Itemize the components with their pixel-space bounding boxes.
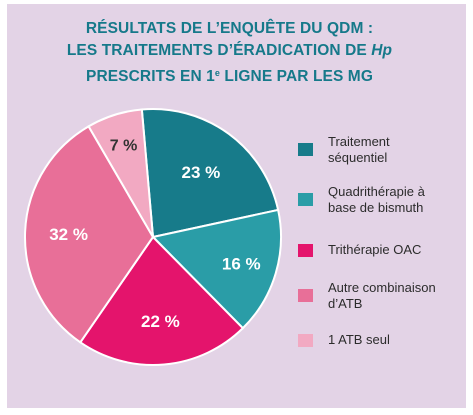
pie-slices <box>24 108 283 366</box>
legend-label-line-2: d’ATB <box>328 296 363 311</box>
title-line-1: RÉSULTATS DE L’ENQUÊTE DU QDM : <box>85 20 374 37</box>
pie-slice-label: 7 % <box>110 137 138 154</box>
title-line-3: PRESCRITS EN 1e LIGNE PAR LES MG <box>10 62 449 88</box>
legend-label: Autre combinaison d’ATB <box>328 280 458 312</box>
title-line-2-text: LES TRAITEMENTS D’ÉRADICATION DE <box>66 42 372 59</box>
pie-slice-label: 22 % <box>141 312 180 331</box>
pie-slice <box>24 125 155 344</box>
legend-label-line-1: Trithérapie OAC <box>328 242 422 257</box>
legend-label-line-1: Autre combinaison <box>328 280 436 295</box>
pie-slice-label: 16 % <box>222 254 261 273</box>
legend-label-line-2: base de bismuth <box>328 200 424 215</box>
title-line-2: LES TRAITEMENTS D’ÉRADICATION DE Hp <box>10 40 449 62</box>
pie-slice <box>140 108 280 239</box>
legend-label: Quadrithérapie à base de bismuth <box>328 184 458 216</box>
legend-label-line-1: Traitement <box>328 134 390 149</box>
pie-slice-label: 32 % <box>49 225 88 244</box>
title-line-3-text: PRESCRITS EN 1 <box>86 68 215 85</box>
legend-label: Trithérapie OAC <box>328 242 458 258</box>
pie-slice-labels: 23 % 16 % 22 % 32 % 7 % <box>49 137 260 331</box>
legend-label-line-1: Quadrithérapie à <box>328 184 425 199</box>
legend-label-line-1: 1 ATB seul <box>328 332 390 347</box>
legend-swatch <box>298 143 313 156</box>
legend-label: Traitement séquentiel <box>328 134 458 166</box>
legend-swatch <box>298 244 313 257</box>
legend-label-line-2: séquentiel <box>328 150 388 165</box>
pie-slice-label: 23 % <box>182 163 221 182</box>
title-superscript: e <box>214 68 220 78</box>
pie-slice <box>151 208 283 330</box>
chart-title: RÉSULTATS DE L’ENQUÊTE DU QDM : LES TRAI… <box>10 18 449 88</box>
pie-slice <box>78 235 245 366</box>
legend-swatch <box>298 289 313 302</box>
pie-slice <box>87 108 154 238</box>
legend-swatch <box>298 193 313 206</box>
legend-label: 1 ATB seul <box>328 332 458 348</box>
title-line-3-suffix: LIGNE PAR LES MG <box>220 68 373 85</box>
legend-swatch <box>298 334 313 347</box>
title-hp-italic: Hp <box>371 42 393 59</box>
